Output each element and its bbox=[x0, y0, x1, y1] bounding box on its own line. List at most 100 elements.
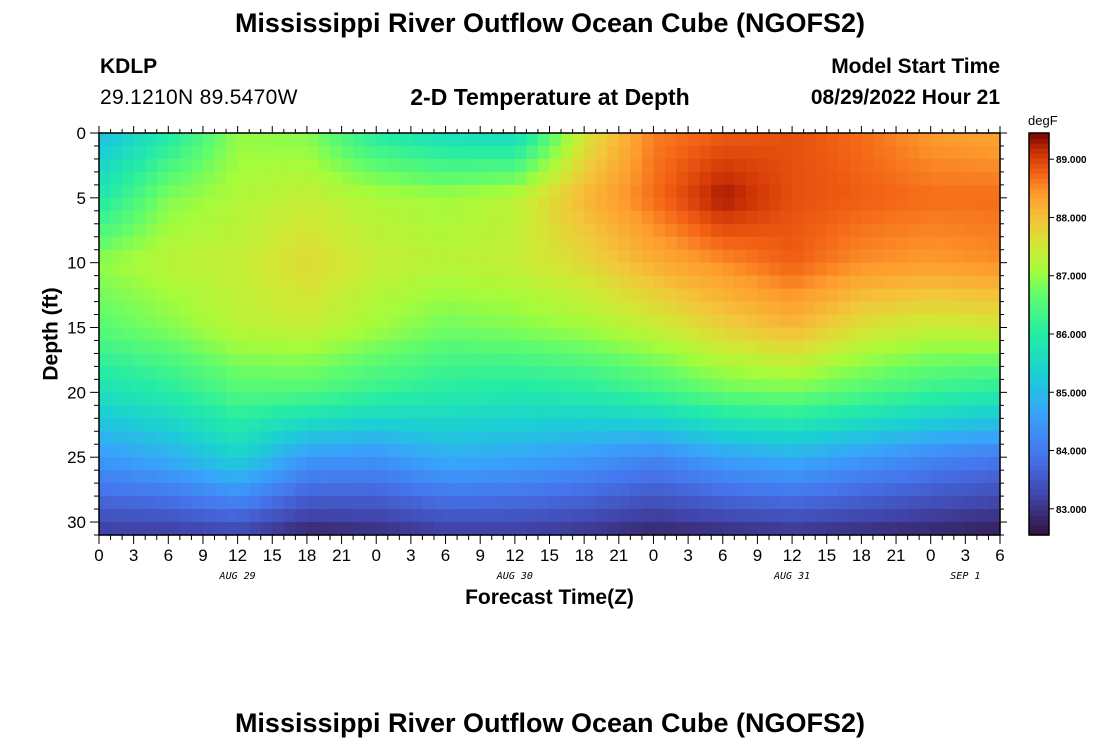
heatmap-cell bbox=[826, 444, 839, 458]
heatmap-cell bbox=[503, 522, 516, 536]
heatmap-cell bbox=[214, 418, 227, 432]
heatmap-cell bbox=[399, 444, 412, 458]
heatmap-cell bbox=[780, 262, 793, 277]
heatmap-cell bbox=[341, 197, 354, 212]
heatmap-cell bbox=[433, 145, 447, 160]
heatmap-cell bbox=[422, 210, 435, 225]
heatmap-cell bbox=[410, 509, 424, 523]
heatmap-cell bbox=[768, 366, 782, 380]
colorbar-segment bbox=[1029, 424, 1049, 431]
heatmap-cell bbox=[226, 522, 239, 536]
heatmap-cell bbox=[353, 418, 366, 432]
x-tick-label: 21 bbox=[332, 546, 351, 565]
heatmap-cell bbox=[688, 496, 701, 510]
heatmap-cell bbox=[757, 418, 770, 432]
heatmap-cell bbox=[145, 431, 158, 445]
heatmap-cell bbox=[734, 483, 747, 497]
heatmap-cell bbox=[410, 418, 424, 432]
heatmap-cell bbox=[537, 444, 551, 458]
heatmap-cell bbox=[503, 249, 516, 264]
heatmap-cell bbox=[272, 496, 285, 510]
heatmap-cell bbox=[872, 418, 886, 432]
heatmap-cell bbox=[803, 522, 816, 536]
heatmap-cell bbox=[861, 262, 874, 277]
heatmap-cell bbox=[711, 171, 724, 186]
heatmap-cell bbox=[260, 431, 273, 445]
heatmap-cell bbox=[191, 379, 204, 393]
heatmap-cell bbox=[272, 262, 285, 277]
heatmap-cell bbox=[896, 405, 909, 419]
heatmap-cell bbox=[838, 327, 851, 342]
x-tick-label: 15 bbox=[817, 546, 836, 565]
heatmap-cell bbox=[722, 366, 735, 380]
colorbar-segment bbox=[1029, 414, 1049, 421]
colorbar-segment bbox=[1029, 364, 1049, 370]
heatmap-cell bbox=[572, 379, 585, 393]
heatmap-cell bbox=[480, 431, 493, 445]
heatmap-cell bbox=[965, 405, 978, 419]
heatmap-cell bbox=[122, 470, 135, 484]
heatmap-cell bbox=[595, 301, 608, 316]
heatmap-cell bbox=[711, 301, 724, 316]
heatmap-cell bbox=[433, 457, 447, 471]
colorbar-segment bbox=[1029, 339, 1049, 345]
heatmap-cell bbox=[457, 262, 470, 277]
heatmap-cell bbox=[561, 171, 574, 186]
heatmap-cell bbox=[260, 223, 273, 238]
heatmap-cell bbox=[272, 340, 285, 355]
colorbar-segment bbox=[1029, 334, 1049, 340]
heatmap-cell bbox=[353, 133, 366, 147]
heatmap-cell bbox=[480, 171, 493, 186]
colorbar-segment bbox=[1029, 178, 1049, 184]
model-start-value: 08/29/2022 Hour 21 bbox=[810, 86, 1000, 109]
heatmap-cell bbox=[249, 470, 262, 484]
heatmap-cell bbox=[110, 405, 123, 419]
heatmap-cell bbox=[953, 457, 966, 471]
heatmap-cell bbox=[353, 327, 366, 342]
heatmap-cell bbox=[133, 301, 146, 316]
colorbar-segment bbox=[1029, 168, 1049, 174]
heatmap-cell bbox=[665, 444, 678, 458]
heatmap-cell bbox=[826, 327, 839, 342]
heatmap-cell bbox=[595, 184, 608, 199]
heatmap-cell bbox=[872, 314, 886, 329]
heatmap-cell bbox=[283, 457, 296, 471]
heatmap-cell bbox=[757, 405, 770, 419]
heatmap-cell bbox=[226, 171, 239, 186]
x-axis-title: Forecast Time(Z) bbox=[465, 586, 634, 609]
heatmap-cell bbox=[757, 236, 770, 251]
heatmap-cell bbox=[145, 509, 158, 523]
heatmap-cell bbox=[561, 301, 574, 316]
heatmap-cell bbox=[306, 223, 320, 238]
heatmap-cell bbox=[699, 288, 712, 303]
heatmap-cell bbox=[665, 314, 678, 329]
heatmap-cell bbox=[330, 133, 343, 147]
heatmap-cell bbox=[907, 327, 920, 342]
heatmap-cell bbox=[815, 340, 828, 355]
heatmap-cell bbox=[503, 366, 516, 380]
heatmap-cell bbox=[410, 379, 424, 393]
heatmap-cell bbox=[688, 366, 701, 380]
heatmap-cell bbox=[399, 197, 412, 212]
heatmap-cell bbox=[133, 366, 146, 380]
heatmap-cell bbox=[341, 158, 354, 173]
heatmap-cell bbox=[468, 509, 481, 523]
heatmap-cell bbox=[364, 496, 377, 510]
heatmap-cell bbox=[457, 197, 470, 212]
heatmap-cell bbox=[792, 184, 805, 199]
heatmap-cell bbox=[976, 158, 990, 173]
heatmap-cell bbox=[422, 171, 435, 186]
heatmap-cell bbox=[191, 301, 204, 316]
heatmap-cell bbox=[872, 158, 886, 173]
heatmap-cell bbox=[907, 197, 920, 212]
heatmap-cell bbox=[815, 366, 828, 380]
heatmap-cell bbox=[757, 431, 770, 445]
heatmap-cell bbox=[942, 353, 955, 368]
heatmap-cell bbox=[768, 340, 782, 355]
heatmap-cell bbox=[156, 184, 169, 199]
heatmap-cell bbox=[376, 197, 389, 212]
heatmap-cell bbox=[364, 145, 377, 160]
heatmap-cell bbox=[849, 288, 862, 303]
heatmap-cell bbox=[503, 340, 516, 355]
heatmap-cell bbox=[249, 353, 262, 368]
